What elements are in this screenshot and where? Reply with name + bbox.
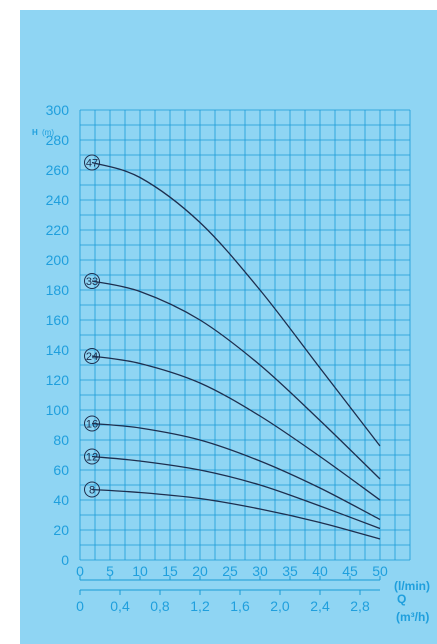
y-tick-label: 40	[53, 492, 69, 508]
y-axis-label: H	[32, 128, 38, 137]
x-tick-label-lmin: 35	[282, 563, 298, 579]
x-axis-unit-m3h: (m³/h)	[396, 610, 429, 624]
x-tick-label-m3h: 0	[76, 598, 84, 614]
x-axis-lmin: 0 5 10 15 20 25 30 35 40 45 50	[76, 563, 388, 581]
x-tick-label-m3h: 1,6	[230, 598, 250, 614]
pump-curve-chart: 0204060801001201401601802002202402602803…	[32, 102, 430, 624]
series-line	[91, 422, 381, 521]
series-label: 12	[86, 452, 98, 464]
y-tick-label: 20	[53, 522, 69, 538]
series-label-circle	[84, 273, 100, 289]
series-label: 33	[86, 276, 98, 288]
y-tick-label: 180	[46, 282, 70, 298]
x-tick-label-lmin: 0	[76, 563, 84, 579]
series-line	[91, 355, 381, 501]
series-label: 24	[86, 351, 98, 363]
series-label-circle	[84, 415, 100, 432]
y-tick-labels: 0 20 40 60 80 100 120 140 160 180 200 220 240 260 280 3…	[46, 102, 70, 568]
series-label: 47	[86, 158, 98, 170]
series-label-circle	[84, 348, 100, 364]
grid-lines	[79, 109, 411, 561]
x-tick-label-lmin: 45	[342, 563, 358, 579]
y-tick-label: 80	[53, 432, 69, 448]
x-tick-label-lmin: 40	[312, 563, 328, 579]
x-tick-label-lmin: 5	[106, 563, 114, 579]
series-line	[91, 161, 381, 447]
series-label-circle	[84, 154, 100, 171]
x-tick-label-lmin: 25	[222, 563, 238, 579]
y-tick-label: 160	[46, 312, 70, 328]
series-line	[91, 280, 381, 480]
y-tick-label: 220	[46, 222, 70, 238]
x-tick-label-m3h: 0,8	[150, 598, 170, 614]
series-line	[91, 455, 381, 530]
x-tick-label-m3h: 0,4	[110, 598, 130, 614]
x-tick-label-m3h: 2,8	[350, 598, 370, 614]
y-tick-label: 260	[46, 162, 70, 178]
x-tick-label-lmin: 50	[372, 563, 388, 579]
y-tick-label: 100	[46, 402, 70, 418]
x-axis-m3h: 0 0,4 0,8 1,2 1,6 2,0 2,4 2,8	[76, 589, 380, 614]
series-label-circle	[84, 481, 100, 498]
y-tick-label: 0	[61, 552, 69, 568]
curves: 47 33 24 16 12 8	[84, 154, 381, 540]
y-tick-label: 240	[46, 192, 70, 208]
series-line	[91, 488, 381, 540]
x-tick-label-m3h: 2,0	[270, 598, 290, 614]
y-tick-label: 280	[46, 132, 70, 148]
x-axis-label-q: Q	[397, 592, 406, 606]
series-label-circle	[84, 448, 100, 465]
y-tick-label: 140	[46, 342, 70, 358]
chart-panel: 0 20 40 60 80 100 120 140 160 180 200 220 240 260 280 3…	[20, 10, 437, 644]
x-tick-label-lmin: 15	[162, 563, 178, 579]
series-label: 8	[89, 485, 95, 497]
x-tick-label-lmin: 10	[132, 563, 148, 579]
y-tick-label: 300	[46, 102, 70, 118]
x-tick-label-m3h: 1,2	[190, 598, 210, 614]
y-axis-unit: (m)	[42, 128, 54, 137]
series-label: 16	[86, 419, 98, 431]
x-axis-unit-lmin: (l/min)	[394, 579, 430, 593]
x-tick-label-m3h: 2,4	[310, 598, 330, 614]
y-tick-label: 120	[46, 372, 70, 388]
x-tick-label-lmin: 30	[252, 563, 268, 579]
y-tick-label: 200	[46, 252, 70, 268]
x-tick-label-lmin: 20	[192, 563, 208, 579]
y-tick-label: 60	[53, 462, 69, 478]
